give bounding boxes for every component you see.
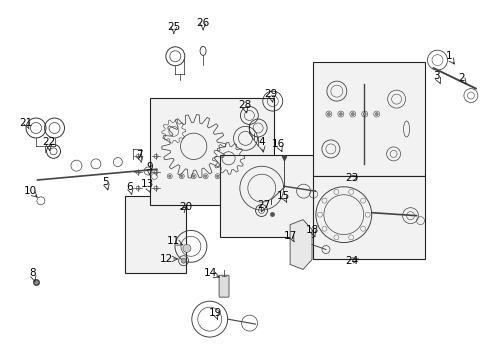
Text: 27: 27 <box>257 200 270 210</box>
Bar <box>312 176 424 259</box>
Text: 8: 8 <box>29 268 36 278</box>
Circle shape <box>183 244 190 252</box>
Polygon shape <box>289 220 311 269</box>
Text: 13: 13 <box>140 179 153 189</box>
Text: 6: 6 <box>126 182 133 192</box>
Text: 20: 20 <box>179 202 192 212</box>
Text: 24: 24 <box>345 256 358 266</box>
Text: 2: 2 <box>457 73 464 83</box>
Text: 7: 7 <box>136 150 143 160</box>
Circle shape <box>339 113 342 116</box>
Text: 26: 26 <box>196 18 209 28</box>
Text: 28: 28 <box>237 100 251 110</box>
Text: 9: 9 <box>146 162 153 172</box>
Text: 17: 17 <box>284 231 297 240</box>
Text: 10: 10 <box>23 186 37 196</box>
Bar <box>125 196 185 273</box>
Text: 18: 18 <box>305 225 319 235</box>
Circle shape <box>326 113 330 116</box>
Circle shape <box>216 175 218 177</box>
Circle shape <box>363 113 366 116</box>
Text: 23: 23 <box>345 173 358 183</box>
Text: 16: 16 <box>271 139 285 149</box>
Text: 14: 14 <box>203 268 217 278</box>
Circle shape <box>181 258 186 263</box>
Bar <box>312 62 424 176</box>
Text: 12: 12 <box>160 254 173 264</box>
Text: 4: 4 <box>258 138 264 147</box>
Text: 19: 19 <box>208 308 222 318</box>
Circle shape <box>192 175 195 177</box>
Bar <box>220 155 326 237</box>
Text: 15: 15 <box>276 191 289 201</box>
Circle shape <box>180 175 183 177</box>
Circle shape <box>168 175 171 177</box>
Circle shape <box>374 113 377 116</box>
Text: 3: 3 <box>433 71 439 81</box>
Text: 1: 1 <box>445 51 451 61</box>
Bar <box>149 98 273 205</box>
Circle shape <box>204 175 206 177</box>
Text: 25: 25 <box>167 22 180 32</box>
FancyBboxPatch shape <box>219 275 228 297</box>
Text: 22: 22 <box>42 138 55 147</box>
Circle shape <box>350 113 353 116</box>
Text: 11: 11 <box>167 236 180 246</box>
Text: 21: 21 <box>20 118 33 128</box>
Text: 29: 29 <box>264 89 277 99</box>
Text: 5: 5 <box>102 177 109 187</box>
